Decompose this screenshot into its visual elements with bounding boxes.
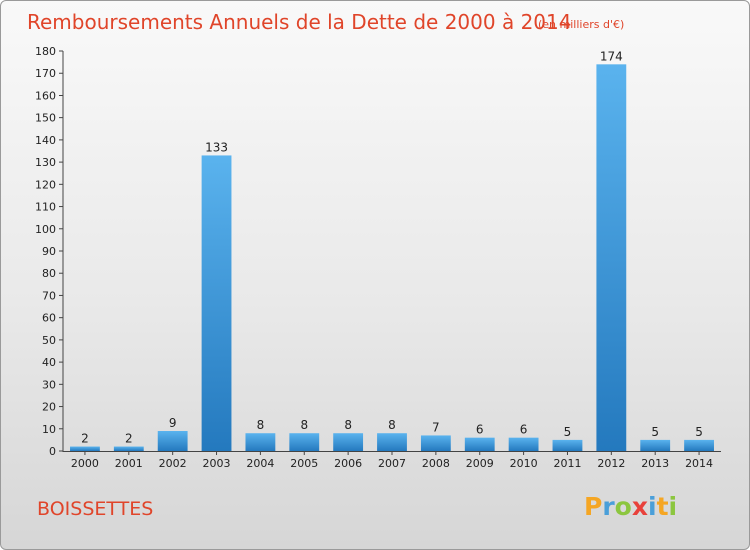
bar bbox=[508, 437, 539, 451]
logo-letter: P bbox=[584, 492, 602, 521]
x-tick-label: 2005 bbox=[290, 457, 318, 470]
logo-letter: i bbox=[669, 492, 678, 521]
bar bbox=[201, 155, 232, 451]
y-tick-label: 10 bbox=[42, 423, 56, 436]
x-tick-label: 2002 bbox=[159, 457, 187, 470]
logo-letter: r bbox=[602, 492, 615, 521]
x-tick-label: 2012 bbox=[597, 457, 625, 470]
x-tick-label: 2014 bbox=[685, 457, 713, 470]
bar-value-label: 9 bbox=[169, 416, 177, 430]
bar bbox=[157, 431, 188, 451]
bar bbox=[245, 433, 276, 451]
bar-value-label: 8 bbox=[257, 418, 265, 432]
x-tick-label: 2000 bbox=[71, 457, 99, 470]
y-tick-label: 110 bbox=[35, 201, 56, 214]
logo-letter: x bbox=[632, 492, 648, 521]
x-tick-label: 2013 bbox=[641, 457, 669, 470]
bar bbox=[113, 446, 144, 451]
bar-value-label: 8 bbox=[388, 418, 396, 432]
bar-value-label: 8 bbox=[300, 418, 308, 432]
x-tick-label: 2006 bbox=[334, 457, 362, 470]
bar-value-label: 133 bbox=[205, 140, 228, 154]
logo-letter: o bbox=[615, 492, 632, 521]
bar bbox=[420, 435, 451, 451]
bar-value-label: 2 bbox=[125, 432, 133, 446]
bar bbox=[640, 439, 671, 451]
y-tick-label: 0 bbox=[49, 445, 56, 458]
y-tick-label: 170 bbox=[35, 67, 56, 80]
x-tick-label: 2008 bbox=[422, 457, 450, 470]
logo-letter: i bbox=[648, 492, 657, 521]
bar bbox=[464, 437, 495, 451]
y-tick-label: 90 bbox=[42, 245, 56, 258]
x-tick-label: 2004 bbox=[246, 457, 274, 470]
y-tick-label: 30 bbox=[42, 378, 56, 391]
bar bbox=[684, 439, 714, 451]
y-tick-label: 70 bbox=[42, 289, 56, 302]
y-tick-label: 60 bbox=[42, 312, 56, 325]
y-tick-label: 130 bbox=[35, 156, 56, 169]
bar bbox=[552, 439, 583, 451]
x-tick-label: 2003 bbox=[203, 457, 231, 470]
bar bbox=[377, 433, 407, 451]
y-tick-label: 20 bbox=[42, 401, 56, 414]
x-tick-label: 2010 bbox=[510, 457, 538, 470]
y-tick-label: 140 bbox=[35, 134, 56, 147]
y-tick-label: 100 bbox=[35, 223, 56, 236]
bar-value-label: 5 bbox=[695, 425, 703, 439]
bar-value-label: 174 bbox=[600, 49, 623, 63]
axes: 0 10 20 30 40 50 60 70 80 90 100 110 120 130 140 150 160… bbox=[35, 45, 721, 470]
x-tick-label: 2001 bbox=[115, 457, 143, 470]
y-tick-label: 120 bbox=[35, 178, 56, 191]
logo-letter: t bbox=[657, 492, 669, 521]
y-tick-label: 180 bbox=[35, 45, 56, 58]
bar-value-label: 5 bbox=[651, 425, 659, 439]
bar bbox=[289, 433, 320, 451]
bar bbox=[333, 433, 364, 451]
location-name: BOISSETTES bbox=[37, 498, 153, 520]
y-tick-label: 80 bbox=[42, 267, 56, 280]
y-tick-label: 150 bbox=[35, 112, 56, 125]
x-tick-label: 2009 bbox=[466, 457, 494, 470]
bars: 2 2 9 133 8 8 8 8 7 6 6 5 174 5 5 bbox=[70, 49, 714, 452]
x-tick-label: 2011 bbox=[553, 457, 581, 470]
chart-title: Remboursements Annuels de la Dette de 20… bbox=[27, 10, 571, 34]
x-tick-label: 2007 bbox=[378, 457, 406, 470]
unit-label: (en milliers d'€) bbox=[538, 18, 624, 31]
proxiti-logo: Proxiti bbox=[584, 492, 677, 521]
y-tick-label: 50 bbox=[42, 334, 56, 347]
bar-value-label: 7 bbox=[432, 420, 440, 434]
bar-value-label: 8 bbox=[344, 418, 352, 432]
y-tick-label: 40 bbox=[42, 356, 56, 369]
bar bbox=[596, 64, 627, 452]
bar-value-label: 5 bbox=[564, 425, 572, 439]
bar bbox=[70, 446, 100, 451]
bar-value-label: 6 bbox=[520, 423, 528, 437]
bar-value-label: 2 bbox=[81, 432, 89, 446]
y-tick-label: 160 bbox=[35, 89, 56, 102]
bar-value-label: 6 bbox=[476, 423, 484, 437]
